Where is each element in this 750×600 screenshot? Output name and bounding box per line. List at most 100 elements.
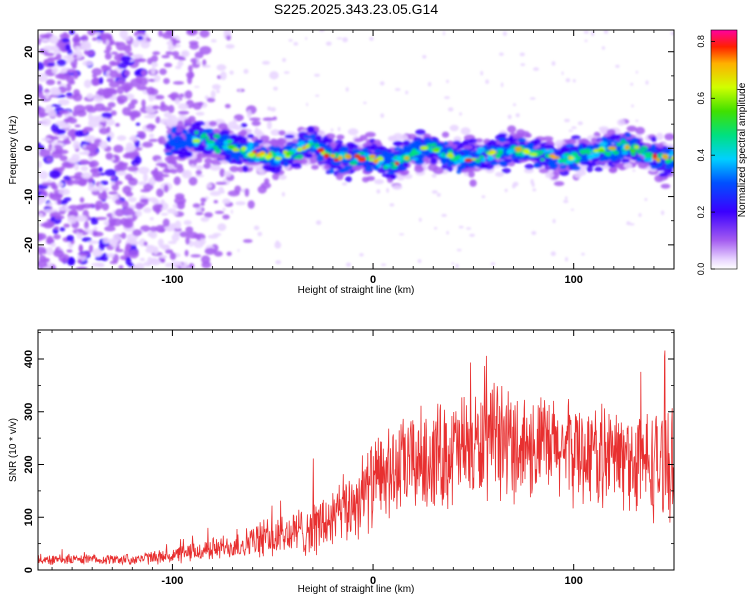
spectral-blob — [160, 101, 166, 109]
spectral-blob — [362, 176, 370, 183]
spectral-blob — [278, 174, 287, 180]
colorbar-tick-label: 0.8 — [696, 35, 706, 48]
spectral-blob — [656, 161, 664, 166]
spectral-blob — [547, 149, 555, 154]
spectral-blob — [84, 220, 89, 230]
spectral-blob — [380, 150, 389, 155]
spectral-blob — [158, 203, 163, 209]
spectral-blob — [168, 105, 175, 114]
spectral-blob — [201, 255, 211, 264]
spectral-blob — [621, 158, 630, 164]
page-title: S225.2025.343.23.05.G14 — [274, 1, 438, 17]
spectral-blob — [643, 151, 651, 155]
spectral-blob — [188, 176, 198, 186]
spectral-blob — [487, 154, 494, 161]
spectral-blob — [199, 30, 210, 38]
spectral-blob — [211, 159, 223, 166]
spectral-blob — [383, 166, 389, 170]
spectral-blob — [68, 204, 80, 210]
spectral-blob — [323, 153, 330, 159]
spectral-blob — [253, 225, 260, 231]
spectral-blob — [184, 249, 189, 257]
spectral-blob — [584, 39, 588, 43]
spectral-blob — [223, 171, 232, 178]
spectral-blob — [220, 189, 225, 194]
spectral-blob — [571, 135, 581, 140]
spectral-blob — [71, 153, 80, 162]
spectral-blob — [202, 59, 207, 67]
snr-frame — [37, 329, 675, 571]
spectral-blob — [118, 265, 124, 269]
spectral-blob — [171, 126, 177, 131]
spectral-blob — [106, 119, 116, 126]
spectral-blob — [670, 155, 674, 161]
spectral-blob — [431, 190, 438, 194]
spectral-blob — [239, 138, 248, 145]
spectral-blob — [291, 142, 299, 147]
spectral-blob — [344, 153, 352, 160]
spectral-blob — [227, 144, 235, 150]
spectral-blob — [145, 247, 156, 254]
spectral-blob — [446, 166, 454, 172]
spectral-blob — [110, 176, 116, 180]
spectral-blob — [145, 244, 155, 249]
spectral-blob — [217, 223, 227, 232]
spectral-blob — [625, 133, 632, 138]
spectral-blob — [68, 175, 81, 179]
spectral-blob — [90, 219, 99, 225]
spectral-blob — [38, 250, 43, 256]
spectral-blob — [317, 147, 325, 153]
spectral-blob — [585, 150, 592, 156]
spectral-blob — [128, 136, 139, 142]
spectral-blob — [136, 85, 148, 91]
spectral-blob — [495, 171, 504, 177]
spectral-blob — [486, 152, 495, 156]
spectral-blob — [451, 262, 455, 265]
spectral-blob — [54, 193, 64, 198]
spectral-blob — [273, 86, 278, 91]
snr-series-line — [38, 350, 674, 566]
spectral-blob — [481, 157, 486, 163]
spectral-blob — [453, 160, 461, 165]
spectral-blob — [655, 132, 664, 141]
spectral-blob — [339, 151, 345, 157]
spectral-blob — [351, 165, 361, 171]
spectral-blob — [116, 79, 125, 85]
spectral-blob — [178, 103, 189, 110]
spectral-blob — [92, 248, 103, 257]
spectral-blob — [107, 102, 116, 108]
spectral-blob — [149, 217, 154, 221]
spectral-blob — [513, 103, 516, 107]
spectral-blob — [316, 155, 325, 162]
spectral-blob — [220, 71, 227, 81]
spectral-blob — [187, 75, 193, 85]
spectral-blob — [100, 253, 109, 262]
spectral-blob — [38, 62, 45, 71]
spectral-blob — [181, 169, 192, 179]
spectral-blob — [275, 156, 282, 161]
spectral-blob — [520, 63, 526, 66]
spectral-blob — [167, 94, 178, 98]
spectral-blob — [137, 181, 147, 186]
spectral-blob — [272, 146, 282, 151]
spectral-blob — [164, 62, 173, 68]
spectral-blob — [394, 88, 401, 91]
spectral-blob — [116, 97, 123, 102]
spectral-blob — [515, 113, 520, 118]
spectral-blob — [240, 123, 248, 128]
spectral-blob — [468, 170, 475, 178]
spectral-blob — [177, 120, 184, 128]
spectral-blob — [86, 93, 94, 100]
spectral-blob — [181, 51, 188, 56]
spectral-blob — [296, 142, 305, 148]
spectral-blob — [336, 134, 345, 140]
spectral-blob — [444, 158, 452, 163]
spectral-blob — [579, 149, 587, 155]
spectral-blob — [175, 137, 180, 142]
spectral-blob — [163, 184, 169, 193]
spectral-blob — [98, 183, 104, 192]
spectral-blob — [432, 166, 444, 175]
spectral-blob — [222, 207, 226, 211]
spectral-blob — [529, 97, 536, 100]
spectral-blob — [458, 225, 464, 229]
